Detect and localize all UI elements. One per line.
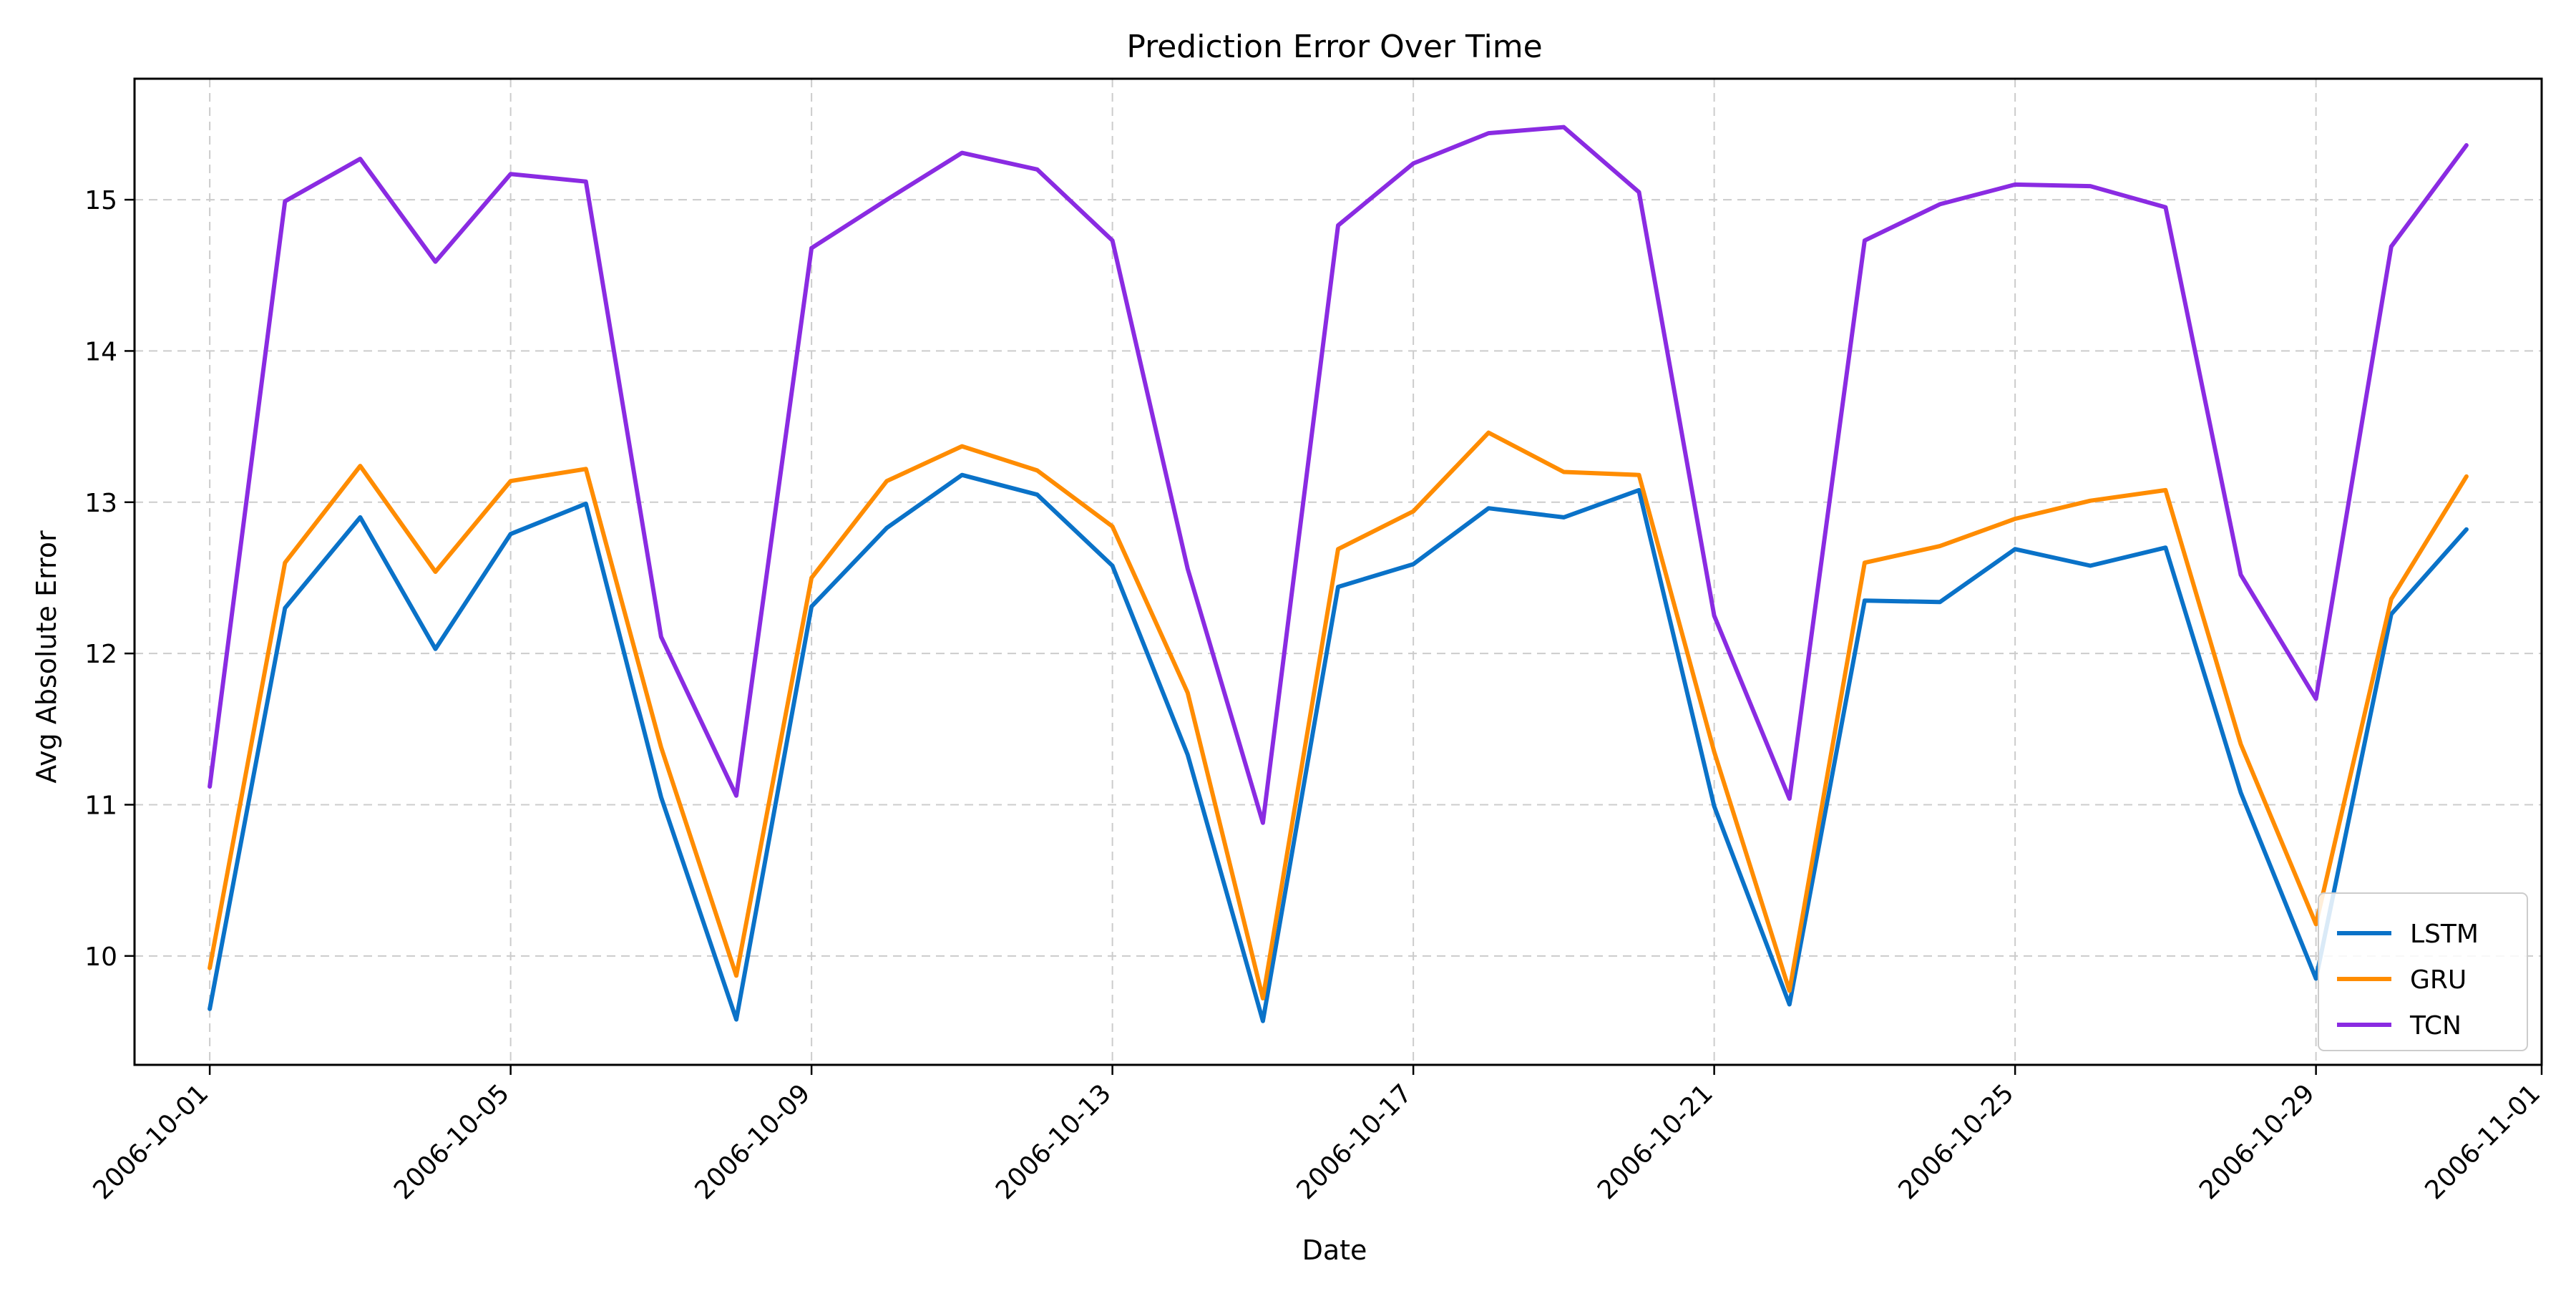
legend-label-tcn: TCN [2409, 1011, 2462, 1041]
legend: LSTM GRU TCN [2318, 892, 2528, 1051]
series-line-gru [208, 430, 2469, 1000]
x-axis-label: Date [1302, 1234, 1367, 1266]
legend-label-lstm: LSTM [2410, 920, 2479, 949]
y-axis-ticks: 10 11 12 13 14 15 [84, 186, 135, 972]
y-tick-label: 10 [84, 942, 117, 972]
y-tick-label: 12 [84, 640, 117, 669]
y-tick-label: 11 [84, 791, 117, 820]
plot-area-frame [133, 77, 2543, 1066]
y-tick-label: 14 [84, 337, 117, 366]
chart-title: Prediction Error Over Time [1126, 29, 1542, 65]
legend-label-gru: GRU [2410, 965, 2467, 995]
y-tick-label: 13 [84, 489, 117, 518]
y-tick-label: 15 [84, 186, 117, 215]
series-line-lstm [208, 472, 2469, 1023]
series-line-tcn [208, 125, 2469, 825]
series-lines [208, 125, 2469, 1023]
y-axis-label: Avg Absolute Error [31, 530, 62, 784]
